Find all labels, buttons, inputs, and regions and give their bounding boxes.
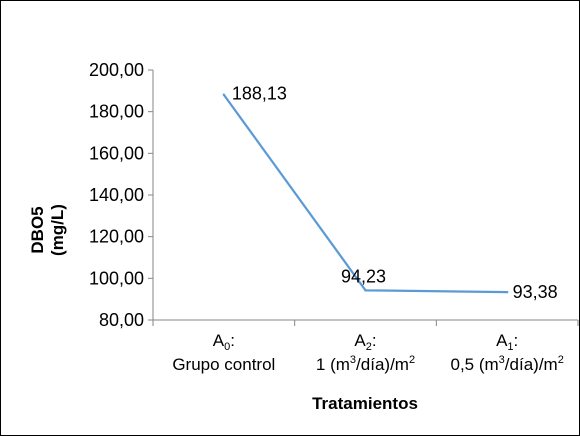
data-label: 94,23 (341, 266, 386, 286)
data-point (222, 93, 226, 96)
category-label-line2: 1 (m3/día)/m2 (316, 354, 415, 374)
category-label-line2: Grupo control (172, 355, 275, 374)
y-tick-label: 160,00 (89, 143, 144, 163)
category-label-line1: A2: (354, 331, 376, 353)
data-labels: 188,13 94,23 93,38 (232, 84, 558, 302)
y-tick-label: 200,00 (89, 60, 144, 80)
category-label-line1: A0: (213, 331, 235, 353)
series-line (222, 94, 508, 294)
x-axis-ticks (152, 320, 579, 326)
y-tick-label: 80,00 (99, 310, 144, 330)
data-point (505, 290, 509, 294)
category-labels: A0: Grupo control A2:1 (m3/día)/m2 A1:0,5 (… (172, 331, 564, 374)
data-label: 93,38 (513, 282, 558, 302)
data-point (364, 289, 367, 292)
y-tick-label: 140,00 (89, 185, 144, 205)
category-label-line2: 0,5 (m3/día)/m2 (450, 354, 563, 374)
y-tick-label: 100,00 (89, 268, 144, 288)
y-axis-title-line1: DBO5 (28, 206, 47, 253)
y-tick-label: 180,00 (89, 102, 144, 122)
y-axis-title-line2: (mg/L) (48, 204, 67, 256)
category-label-line1: A1: (496, 331, 518, 353)
y-axis-ticks: 80,00 100,00 120,00 140,00 160,00 180,00 200,0… (89, 60, 153, 330)
data-label: 188,13 (232, 84, 287, 104)
y-tick-label: 120,00 (89, 227, 144, 247)
x-axis-title: Tratamientos (312, 394, 418, 413)
